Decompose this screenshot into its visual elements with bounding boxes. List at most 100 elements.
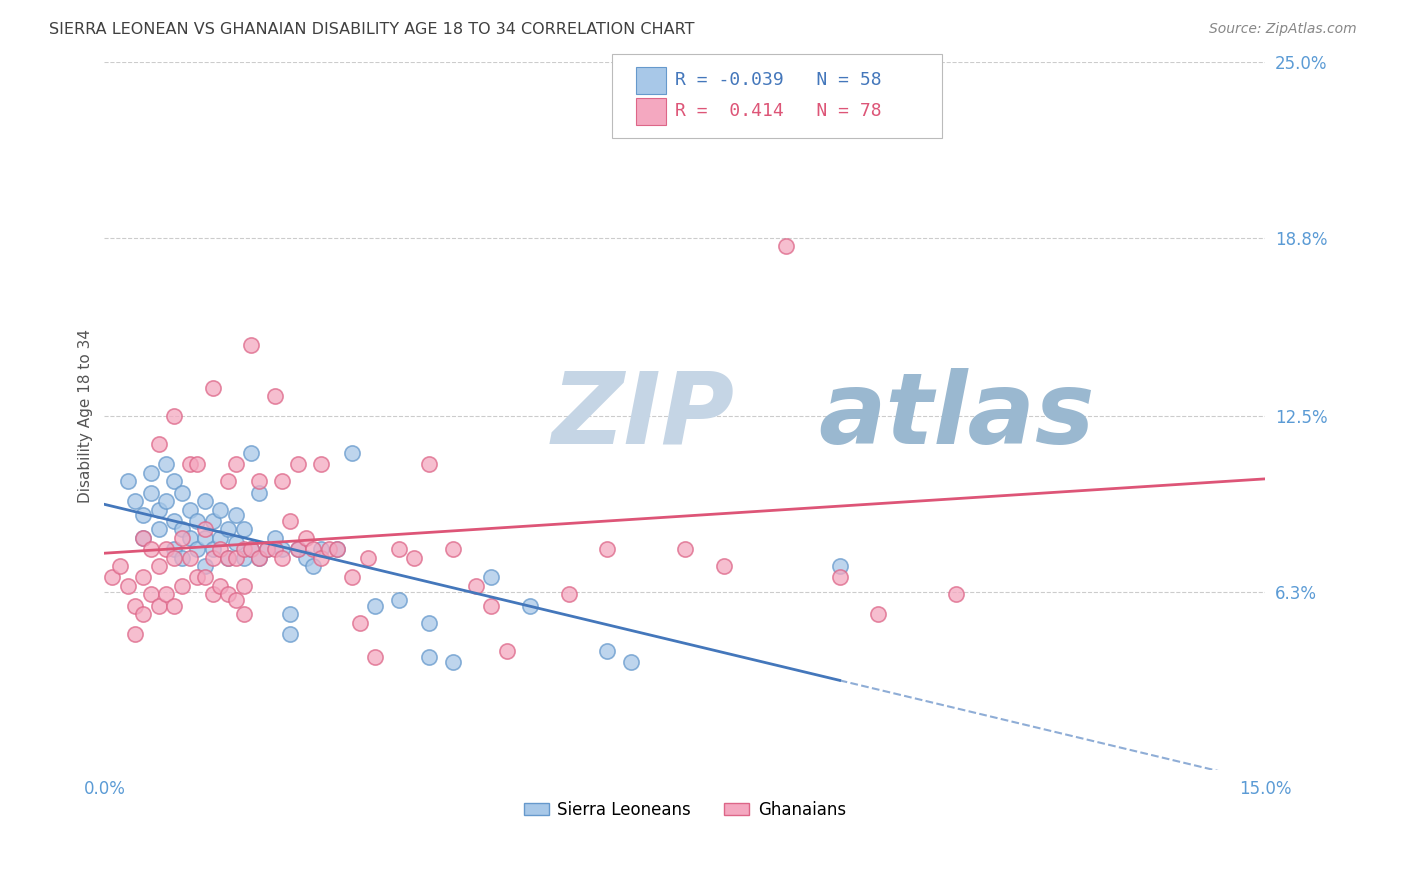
Point	[402, 550, 425, 565]
Point	[148, 522, 170, 536]
Point	[387, 542, 409, 557]
Text: atlas: atlas	[818, 368, 1095, 465]
Point	[201, 514, 224, 528]
Point	[294, 531, 316, 545]
Point	[558, 587, 581, 601]
Point	[418, 649, 440, 664]
Point	[163, 474, 186, 488]
Point	[217, 550, 239, 565]
Point	[302, 542, 325, 557]
Point	[673, 542, 696, 557]
Point	[479, 570, 502, 584]
Point	[201, 587, 224, 601]
Point	[287, 542, 309, 557]
Point	[132, 531, 155, 545]
Point	[209, 531, 232, 545]
Point	[302, 559, 325, 574]
Point	[132, 570, 155, 584]
Point	[108, 559, 131, 574]
Point	[945, 587, 967, 601]
Point	[263, 389, 285, 403]
Point	[828, 570, 851, 584]
Point	[240, 446, 263, 460]
Point	[232, 542, 254, 557]
Point	[217, 550, 239, 565]
Point	[278, 627, 301, 641]
Point	[828, 559, 851, 574]
Point	[636, 97, 658, 112]
Point	[225, 593, 247, 607]
Point	[294, 550, 316, 565]
Point	[139, 485, 162, 500]
Point	[179, 502, 201, 516]
Point	[271, 550, 294, 565]
Point	[163, 550, 186, 565]
Text: R = -0.039   N = 58: R = -0.039 N = 58	[675, 71, 882, 89]
Point	[325, 542, 347, 557]
Point	[209, 502, 232, 516]
Point	[247, 550, 270, 565]
Point	[201, 542, 224, 557]
Point	[240, 338, 263, 352]
Point	[217, 474, 239, 488]
Point	[263, 542, 285, 557]
Point	[117, 579, 139, 593]
Point	[232, 522, 254, 536]
Point	[349, 615, 371, 630]
Point	[596, 644, 619, 658]
Point	[194, 559, 217, 574]
Point	[201, 381, 224, 395]
Point	[201, 550, 224, 565]
Point	[479, 599, 502, 613]
Point	[387, 593, 409, 607]
Point	[240, 542, 263, 557]
Point	[418, 615, 440, 630]
Text: SIERRA LEONEAN VS GHANAIAN DISABILITY AGE 18 TO 34 CORRELATION CHART: SIERRA LEONEAN VS GHANAIAN DISABILITY AG…	[49, 22, 695, 37]
Point	[232, 550, 254, 565]
Point	[232, 607, 254, 622]
Point	[775, 239, 797, 253]
Point	[155, 587, 177, 601]
Point	[225, 457, 247, 471]
Point	[155, 494, 177, 508]
Point	[340, 570, 363, 584]
Point	[441, 542, 464, 557]
Point	[194, 570, 217, 584]
Point	[132, 508, 155, 523]
Point	[464, 579, 486, 593]
Point	[225, 536, 247, 550]
Point	[163, 514, 186, 528]
Point	[148, 559, 170, 574]
Point	[519, 599, 541, 613]
Point	[124, 494, 146, 508]
Point	[263, 531, 285, 545]
Point	[148, 599, 170, 613]
Point	[256, 542, 278, 557]
Point	[271, 542, 294, 557]
Point	[124, 627, 146, 641]
Point	[155, 542, 177, 557]
Point	[170, 550, 193, 565]
Point	[170, 579, 193, 593]
Point	[278, 514, 301, 528]
Point	[186, 514, 208, 528]
Point	[868, 607, 890, 622]
Text: R =  0.414   N = 78: R = 0.414 N = 78	[675, 103, 882, 120]
Point	[713, 559, 735, 574]
Point	[309, 457, 332, 471]
Point	[163, 409, 186, 423]
Point	[186, 570, 208, 584]
Point	[309, 550, 332, 565]
Point	[441, 656, 464, 670]
Point	[309, 542, 332, 557]
Point	[271, 474, 294, 488]
Point	[186, 542, 208, 557]
Text: Source: ZipAtlas.com: Source: ZipAtlas.com	[1209, 22, 1357, 37]
Point	[287, 457, 309, 471]
Point	[163, 599, 186, 613]
Point	[232, 579, 254, 593]
Point	[287, 542, 309, 557]
Point	[139, 587, 162, 601]
Point	[194, 522, 217, 536]
Point	[170, 522, 193, 536]
